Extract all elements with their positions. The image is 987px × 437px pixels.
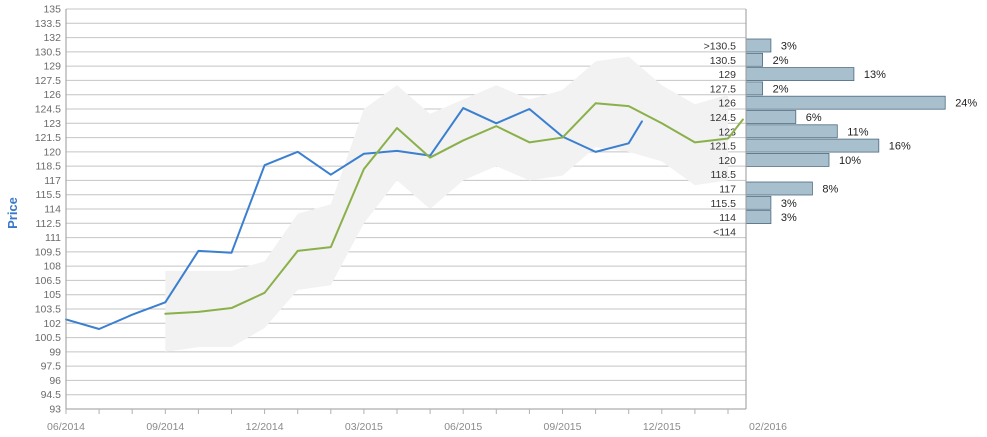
histogram-bin-label: 114: [719, 212, 736, 224]
y-tick-label: 112.5: [36, 218, 62, 230]
x-tick-label: 03/2015: [345, 421, 383, 433]
histogram-bin-label: 124.5: [710, 112, 736, 124]
histogram-percent-label: 11%: [847, 126, 868, 138]
y-tick-label: 126: [43, 89, 61, 101]
y-tick-label: 106.5: [35, 275, 61, 287]
histogram-percent-label: 2%: [773, 55, 789, 67]
histogram-bin-label: 118.5: [711, 169, 737, 181]
histogram-percent-label: 3%: [781, 212, 797, 224]
x-tick-label: 12/2014: [246, 421, 284, 433]
x-tick-label: 09/2014: [146, 421, 184, 433]
x-tick-label: 06/2014: [47, 421, 85, 433]
price-series: [65, 102, 744, 330]
histogram-bar: [745, 38, 772, 53]
histogram-percent-label: 10%: [839, 155, 861, 167]
histogram-bar: [745, 95, 946, 110]
y-tick-label: 121.5: [35, 132, 61, 144]
histogram-bin-label: >130.5: [704, 41, 737, 53]
histogram-bin-label: 126: [718, 98, 736, 110]
y-tick-label: 127.5: [35, 75, 61, 87]
histogram-bar: [745, 181, 813, 196]
x-tick-label: 12/2015: [643, 421, 681, 433]
y-tick-label: 114: [44, 204, 61, 216]
histogram-bin-label: 127.5: [710, 83, 736, 95]
histogram-bar: [745, 138, 880, 153]
y-tick-label: 96: [49, 375, 61, 387]
y-tick-label: 109.5: [35, 246, 61, 258]
distribution-histogram: >130.5 3% 130.5 2% 129 13% 127.5 2% 126 24% 124.5 6…: [704, 38, 977, 238]
y-tick-label: 135: [43, 4, 61, 16]
y-tick-label: 120: [43, 146, 61, 158]
histogram-bar: [745, 52, 764, 67]
y-tick-label: 133.5: [35, 18, 61, 30]
forecast-band: [165, 56, 729, 352]
histogram-bin-label: 117: [719, 184, 736, 196]
x-tick-label: 09/2015: [544, 421, 582, 433]
histogram-percent-label: 2%: [773, 83, 789, 95]
histogram-percent-label: 8%: [822, 184, 838, 196]
y-tick-label: 108: [43, 261, 61, 273]
confidence-band-area: [165, 56, 729, 352]
y-tick-label: 103.5: [35, 304, 61, 316]
histogram-bin-label: 129: [718, 69, 736, 81]
y-tick-label: 100.5: [35, 332, 61, 344]
histogram-bar: [745, 195, 772, 210]
histogram-percent-label: 16%: [889, 141, 911, 153]
histogram-percent-label: 6%: [806, 112, 822, 124]
y-tick-label: 97.5: [41, 361, 62, 373]
y-tick-label: 93: [49, 404, 61, 416]
histogram-percent-label: 3%: [781, 41, 797, 53]
histogram-bar: [745, 210, 772, 225]
histogram-percent-label: 13%: [864, 69, 886, 81]
histogram-bin-label: 121.5: [710, 141, 736, 153]
y-tick-label: 115.5: [36, 189, 62, 201]
histogram-bar: [745, 67, 855, 81]
axes: 93 94.5 96 97.5 99 100.5 102 103.5 105 106.5 108 10…: [35, 4, 787, 434]
histogram-bin-label: 130.5: [710, 55, 736, 67]
y-tick-label: 94.5: [41, 389, 62, 401]
y-axis-label: Price: [5, 197, 20, 229]
x-tick-label: 06/2015: [444, 421, 482, 433]
y-tick-label: 99: [49, 346, 61, 358]
histogram-bin-label: 120: [718, 155, 736, 167]
y-tick-label: 118.5: [36, 161, 62, 173]
y-tick-label: 124.5: [35, 104, 61, 116]
x-tick-label: 02/2016: [749, 421, 787, 433]
y-tick-label: 132: [43, 32, 61, 44]
histogram-bar: [745, 124, 838, 139]
histogram-bar: [745, 152, 830, 167]
histogram-bin-label: 115.5: [711, 198, 737, 210]
histogram-percent-label: 3%: [781, 198, 797, 210]
y-tick-label: 117: [44, 175, 61, 187]
y-tick-label: 123: [43, 118, 61, 130]
y-tick-label: 129: [43, 61, 61, 73]
y-tick-label: 102: [43, 318, 61, 330]
y-tick-label: 105: [43, 289, 61, 301]
histogram-bin-label: <114: [713, 226, 736, 238]
histogram-percent-label: 24%: [955, 98, 977, 110]
average-price-line: [164, 102, 744, 315]
y-tick-label: 111: [45, 232, 61, 244]
y-tick-label: 130.5: [35, 46, 61, 58]
histogram-bar: [745, 110, 797, 124]
histogram-bar: [745, 81, 764, 96]
